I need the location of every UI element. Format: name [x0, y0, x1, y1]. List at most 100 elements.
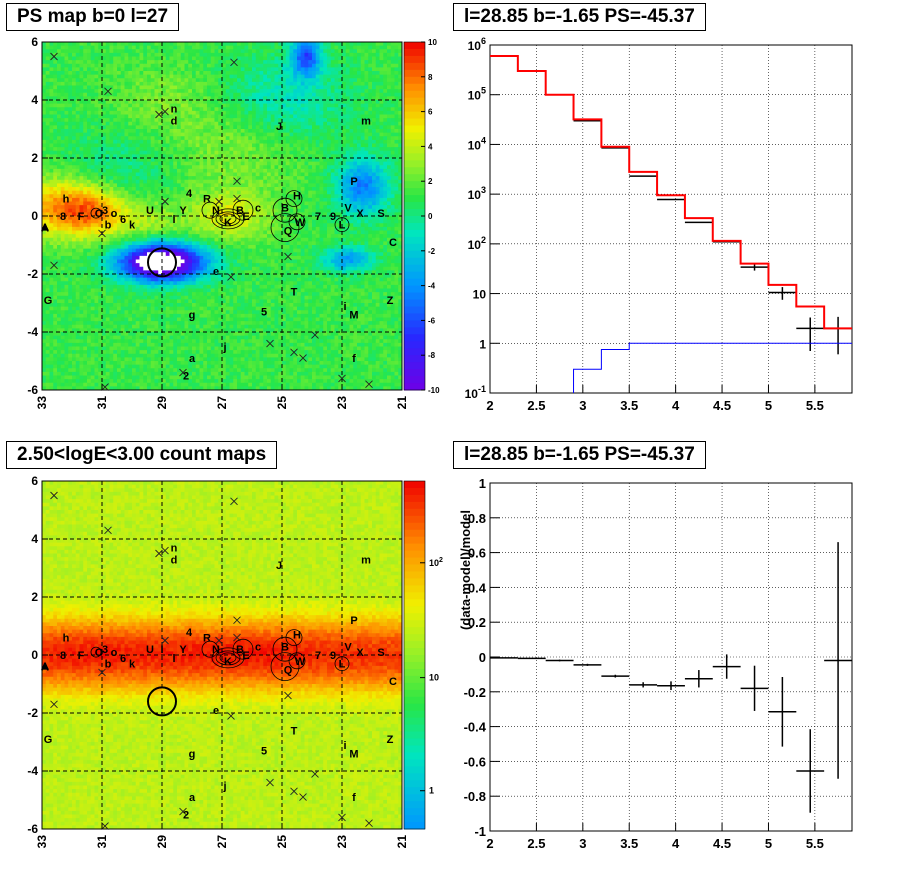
- ps-map-cell: [158, 81, 163, 86]
- ps-map-cell: [117, 270, 122, 275]
- ps-map-cell: [94, 100, 99, 105]
- ps-map-cell: [162, 306, 167, 311]
- ps-map-cell: [75, 201, 80, 206]
- ps-map-cell: [199, 241, 204, 246]
- ps-map-cell: [49, 107, 54, 112]
- ps-map-cell: [57, 339, 62, 344]
- ps-map-cell: [53, 332, 58, 337]
- ps-map-cell: [158, 49, 163, 54]
- ps-map-cell: [158, 136, 163, 141]
- ps-map-cell: [135, 379, 140, 384]
- ps-map-cell: [188, 165, 193, 170]
- ps-map-cell: [188, 67, 193, 72]
- ps-map-cell: [169, 234, 174, 239]
- ps-map-cell: [132, 292, 137, 297]
- ps-map-cell: [102, 371, 107, 376]
- ps-map-cell: [165, 143, 170, 148]
- ps-map-cell: [154, 230, 159, 235]
- ps-map-cell: [90, 248, 95, 253]
- ps-map-cell: [53, 292, 58, 297]
- ps-map-cell: [210, 121, 215, 126]
- ps-map-cell: [143, 353, 148, 358]
- ps-map-cell: [120, 284, 125, 289]
- ps-map-cell: [94, 284, 99, 289]
- ps-map-cell: [203, 346, 208, 351]
- ps-map-cell: [64, 139, 69, 144]
- ps-map-cell: [203, 281, 208, 286]
- ps-map-cell: [150, 143, 155, 148]
- ps-map-cell: [120, 143, 125, 148]
- ps-map-cell: [132, 45, 137, 50]
- ps-map-cell: [207, 176, 212, 181]
- ps-map-cell: [117, 245, 122, 250]
- ps-map-cell: [210, 241, 215, 246]
- ps-map-cell: [233, 277, 238, 282]
- ps-map-cell: [117, 107, 122, 112]
- ps-map-cell: [42, 179, 47, 184]
- ps-map-cell: [98, 313, 103, 318]
- ps-map-cell: [203, 121, 208, 126]
- ps-map-cell: [132, 375, 137, 380]
- ps-map-cell: [75, 161, 80, 166]
- ps-map-cell: [79, 386, 84, 391]
- ps-map-cell: [45, 110, 50, 115]
- ps-map-cell: [229, 205, 234, 210]
- ps-map-cell: [169, 353, 174, 358]
- ps-map-cell: [102, 339, 107, 344]
- ps-map-cell: [98, 129, 103, 134]
- ps-map-cell: [68, 234, 73, 239]
- ps-map-cell: [94, 183, 99, 188]
- ps-map-cell: [180, 237, 185, 242]
- ps-map-cell: [180, 118, 185, 123]
- ps-map-cell: [192, 60, 197, 65]
- ps-map-cell: [94, 350, 99, 355]
- ps-map-cell: [98, 386, 103, 391]
- ps-map-cell: [154, 321, 159, 326]
- ps-map-cell: [109, 103, 114, 108]
- ps-map-cell: [60, 89, 65, 94]
- ps-map-cell: [237, 52, 242, 57]
- ps-map-cell: [45, 172, 50, 177]
- ps-map-cell: [45, 121, 50, 126]
- ps-map-cell: [53, 208, 58, 213]
- ps-map-cell: [132, 176, 137, 181]
- ps-map-cell: [225, 321, 230, 326]
- ps-map-cell: [68, 328, 73, 333]
- ps-map-cell: [210, 89, 215, 94]
- ps-map-cell: [210, 190, 215, 195]
- ps-map-cell: [135, 361, 140, 366]
- ps-map-cell: [184, 208, 189, 213]
- ps-map-cell: [42, 132, 47, 137]
- ps-map-cell: [105, 147, 110, 152]
- ps-map-cell: [68, 364, 73, 369]
- ps-map-cell: [105, 328, 110, 333]
- ps-map-cell: [105, 313, 110, 318]
- ps-map-cell: [143, 216, 148, 221]
- ps-map-cell: [210, 317, 215, 322]
- ps-map-cell: [109, 371, 114, 376]
- ps-map-cell: [195, 121, 200, 126]
- ps-map-cell: [184, 136, 189, 141]
- ps-map-cell: [132, 353, 137, 358]
- ps-map-cell: [214, 190, 219, 195]
- ps-map-cell: [128, 125, 133, 130]
- ps-map-cell: [124, 270, 129, 275]
- ps-map-cell: [147, 361, 152, 366]
- ps-map-cell: [218, 165, 223, 170]
- ps-map-cell: [79, 60, 84, 65]
- ps-map-cell: [75, 252, 80, 257]
- ps-map-cell: [64, 342, 69, 347]
- ps-map-cell: [188, 96, 193, 101]
- ps-map-cell: [188, 129, 193, 134]
- ps-map-cell: [233, 259, 238, 264]
- ps-map-cell: [192, 226, 197, 231]
- ps-map-cell: [195, 274, 200, 279]
- ps-map-cell: [225, 194, 230, 199]
- ps-map-cell: [207, 252, 212, 257]
- ps-map-cell: [109, 107, 114, 112]
- ps-map-cell: [225, 78, 230, 83]
- ps-map-cell: [87, 288, 92, 293]
- ps-map-cell: [203, 67, 208, 72]
- ps-map-cell: [53, 125, 58, 130]
- ps-map-cell: [72, 295, 77, 300]
